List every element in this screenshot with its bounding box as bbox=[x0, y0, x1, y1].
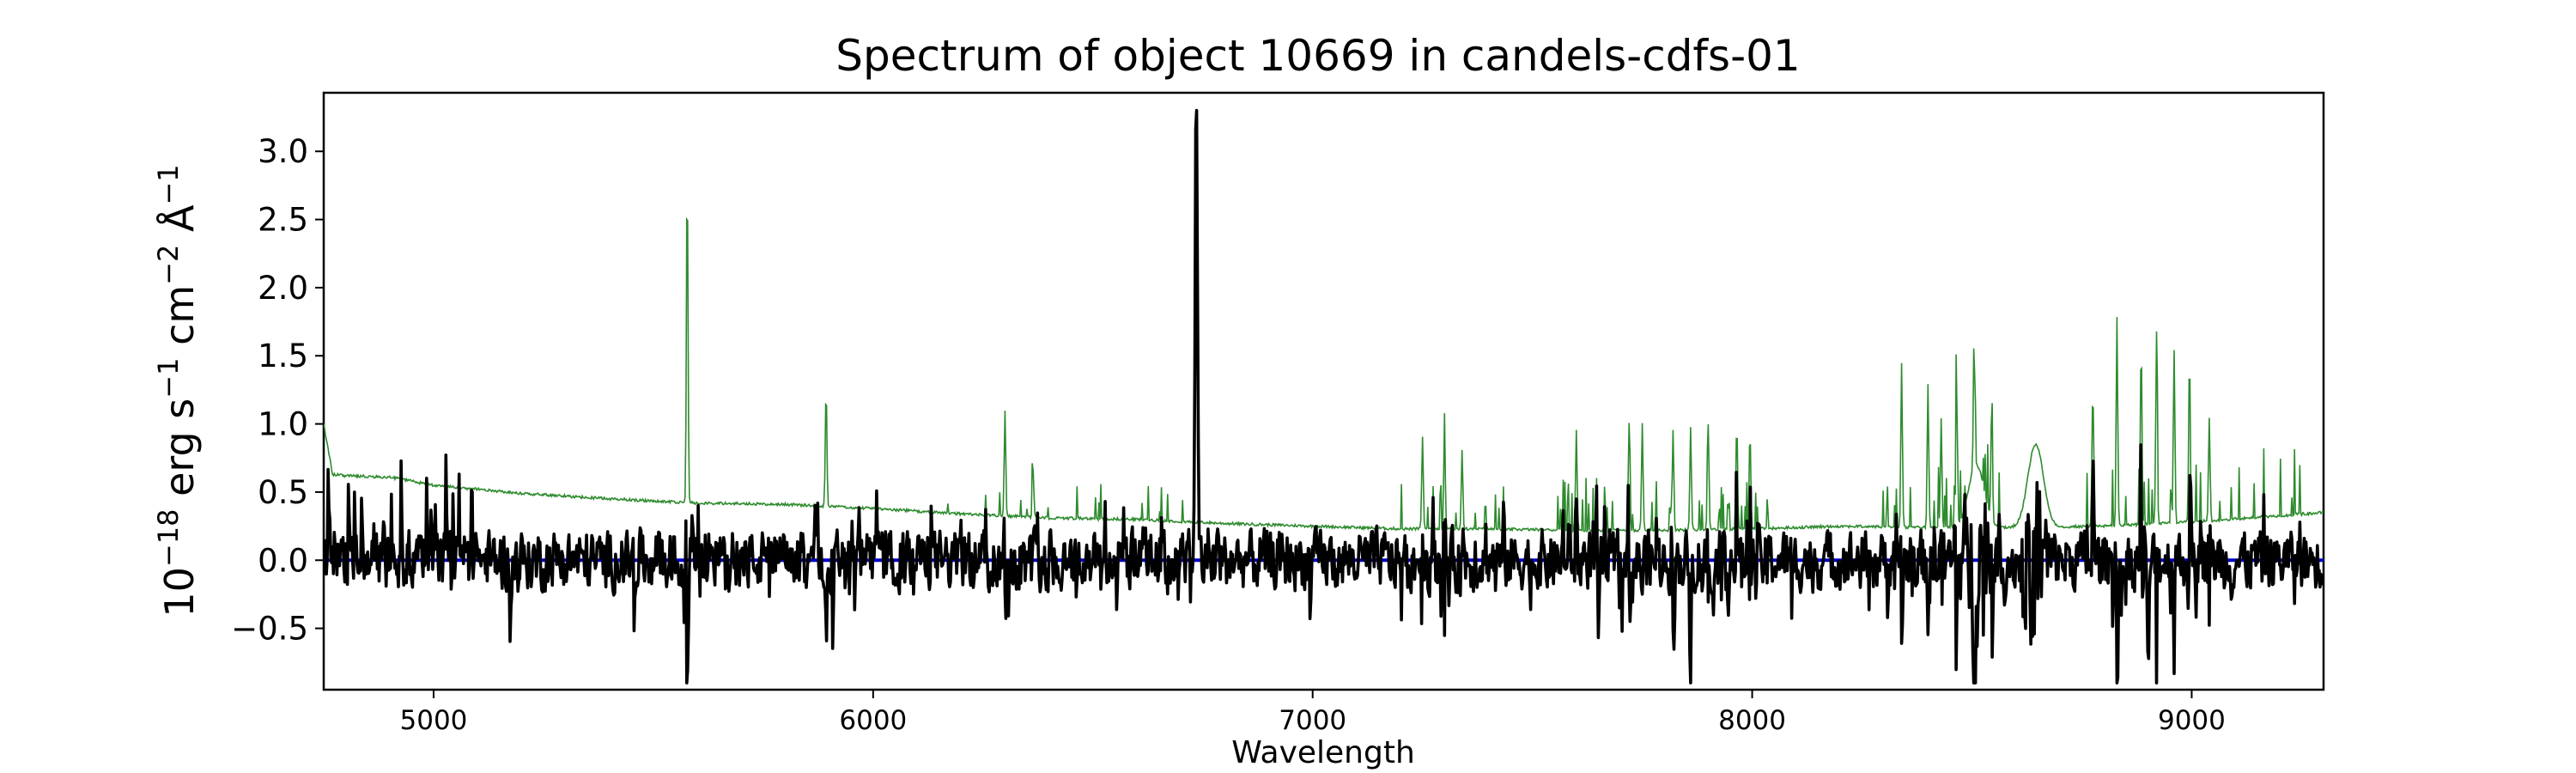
series-layer bbox=[324, 108, 2324, 685]
series-line-flux bbox=[324, 108, 2324, 685]
plot-area: 5000 6000 7000 8000 9000 −0.5 0.0 0.5 1.0 1.5 2.0… bbox=[231, 91, 2325, 736]
y-label-prefix: 10 bbox=[156, 567, 203, 618]
plot-frame bbox=[322, 91, 2325, 691]
y-tick-label: 2.5 bbox=[258, 202, 308, 239]
y-label-exp-3: −1 bbox=[152, 164, 185, 204]
x-axis: 5000 6000 7000 8000 9000 bbox=[400, 690, 2226, 736]
y-label-exp-2: −2 bbox=[152, 245, 185, 285]
x-tick-label: 8000 bbox=[1718, 705, 1786, 736]
y-tick-label: 0.0 bbox=[258, 542, 308, 579]
y-tick-label: 1.0 bbox=[258, 406, 308, 443]
y-label-exponent: −18 bbox=[152, 509, 185, 568]
x-tick-label: 9000 bbox=[2158, 705, 2226, 736]
x-tick-label: 7000 bbox=[1279, 705, 1346, 736]
chart-title: Spectrum of object 10669 in candels-cdfs… bbox=[835, 31, 1801, 81]
y-tick-label: 3.0 bbox=[258, 133, 308, 170]
x-tick-label: 6000 bbox=[839, 705, 907, 736]
y-tick-label: 1.5 bbox=[258, 338, 308, 374]
y-label-text-3: Å bbox=[156, 204, 203, 245]
series-line-error bbox=[324, 216, 2324, 534]
y-tick-label: 0.5 bbox=[258, 474, 308, 511]
x-axis-label: Wavelength bbox=[1231, 735, 1415, 770]
x-tick-label: 5000 bbox=[400, 705, 468, 736]
y-axis: −0.5 0.0 0.5 1.0 1.5 2.0 2.5 3.0 bbox=[231, 133, 324, 648]
y-tick-label: −0.5 bbox=[231, 611, 308, 648]
y-label-exp-1: −1 bbox=[152, 358, 185, 399]
y-label-text-1: erg s bbox=[156, 399, 203, 509]
y-label-text-2: cm bbox=[156, 285, 203, 358]
y-tick-label: 2.0 bbox=[258, 270, 308, 307]
y-axis-label: 10−18 erg s−1 cm−2 Å−1 bbox=[152, 164, 203, 617]
